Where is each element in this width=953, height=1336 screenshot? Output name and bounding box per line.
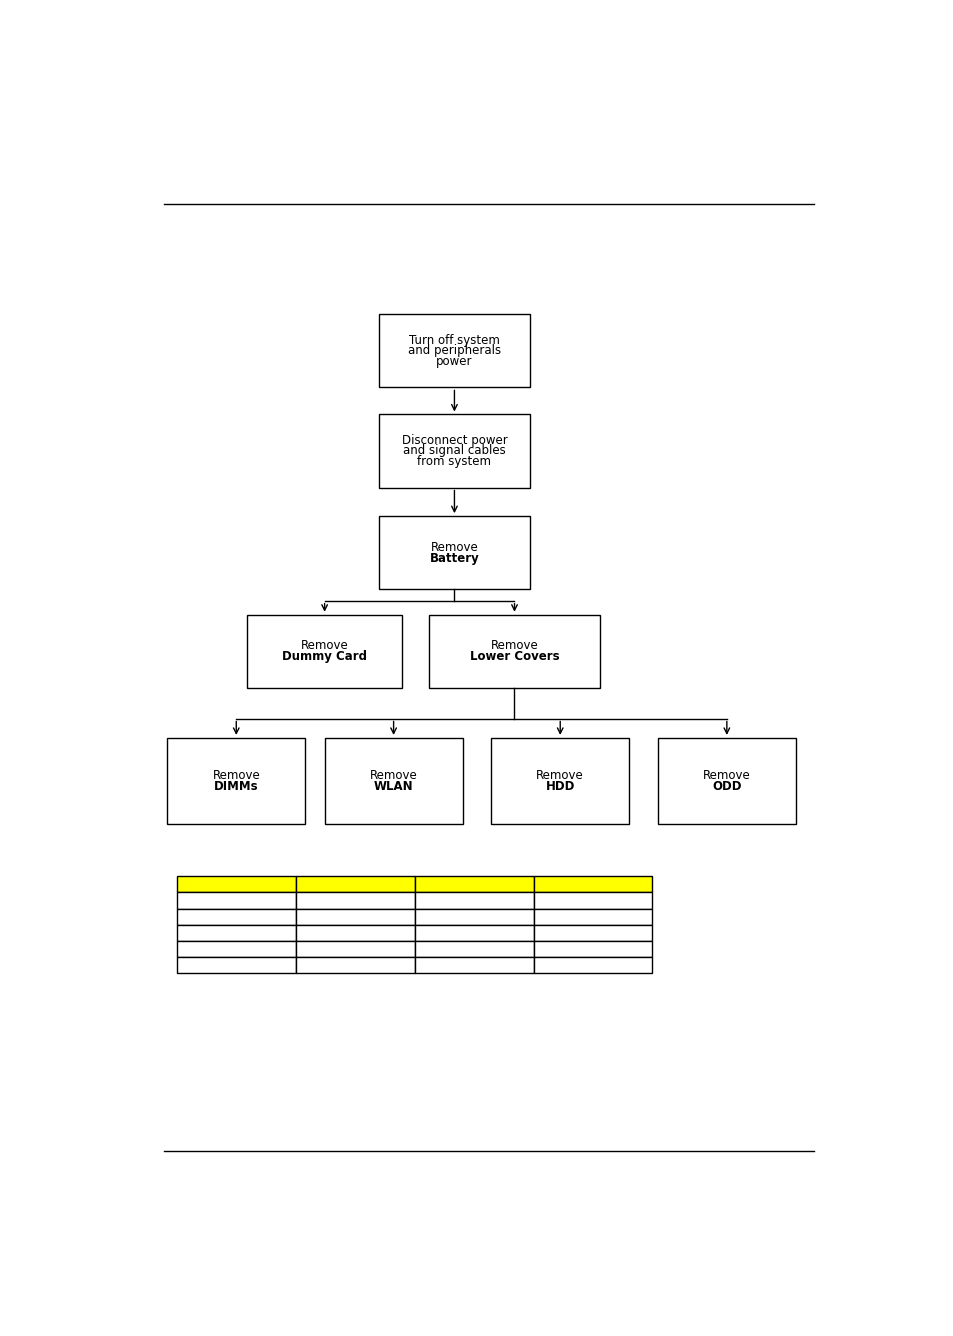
Bar: [533, 957, 652, 973]
Bar: [415, 957, 533, 973]
Bar: [295, 941, 415, 957]
Text: Remove: Remove: [430, 541, 477, 553]
Text: Lower Covers: Lower Covers: [469, 651, 558, 663]
Text: HDD: HDD: [545, 780, 575, 792]
Text: Remove: Remove: [300, 640, 348, 652]
Bar: [177, 941, 295, 957]
Bar: [295, 876, 415, 892]
Bar: [415, 925, 533, 941]
Text: Turn off system: Turn off system: [409, 334, 499, 346]
Text: WLAN: WLAN: [374, 780, 413, 792]
Text: Remove: Remove: [702, 770, 750, 782]
Text: Remove: Remove: [213, 770, 260, 782]
Bar: [415, 941, 533, 957]
Bar: [295, 925, 415, 941]
Bar: [429, 615, 599, 688]
Bar: [378, 516, 530, 589]
Text: and peripherals: and peripherals: [408, 345, 500, 358]
Text: and signal cables: and signal cables: [402, 445, 505, 457]
Text: Battery: Battery: [429, 552, 478, 565]
Bar: [177, 925, 295, 941]
Bar: [658, 737, 795, 824]
Bar: [177, 876, 295, 892]
Text: from system: from system: [417, 456, 491, 469]
Bar: [177, 957, 295, 973]
Bar: [177, 908, 295, 925]
Text: power: power: [436, 355, 472, 369]
Bar: [533, 876, 652, 892]
Text: Remove: Remove: [370, 770, 417, 782]
Bar: [533, 925, 652, 941]
Bar: [247, 615, 402, 688]
Text: Disconnect power: Disconnect power: [401, 434, 507, 446]
Text: DIMMs: DIMMs: [213, 780, 258, 792]
Bar: [295, 892, 415, 908]
Bar: [415, 876, 533, 892]
Bar: [415, 908, 533, 925]
Bar: [177, 892, 295, 908]
Bar: [533, 941, 652, 957]
Bar: [295, 908, 415, 925]
Bar: [415, 892, 533, 908]
Bar: [324, 737, 462, 824]
Bar: [491, 737, 629, 824]
Bar: [378, 314, 530, 387]
Text: Dummy Card: Dummy Card: [282, 651, 367, 663]
Bar: [533, 892, 652, 908]
Bar: [295, 957, 415, 973]
Text: Remove: Remove: [490, 640, 537, 652]
Text: Remove: Remove: [536, 770, 583, 782]
Bar: [378, 414, 530, 488]
Text: ODD: ODD: [711, 780, 740, 792]
Bar: [533, 908, 652, 925]
Bar: [167, 737, 305, 824]
